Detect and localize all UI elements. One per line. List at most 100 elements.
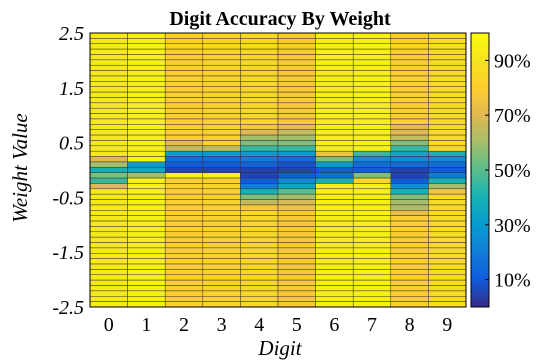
colorbar-tick-label: 50% [494,160,531,182]
heatmap-cell [315,43,354,50]
heatmap-cell [315,263,354,270]
colorbar-segment [471,240,489,244]
heatmap-cell [89,38,128,44]
heatmap-cell [89,86,128,93]
heatmap-cell [315,177,354,184]
colorbar-segment [471,71,489,75]
y-tick-label: 2.5 [59,23,84,45]
heatmap-cell [352,253,392,259]
heatmap-cell [390,59,429,66]
heatmap-cell [428,118,467,125]
heatmap-cell [428,301,467,308]
heatmap-cell [164,64,204,71]
heatmap-cell [127,279,166,286]
heatmap-cell [89,231,128,238]
heatmap-cell [164,247,204,254]
heatmap-cell [390,145,429,152]
heatmap-cell [352,59,392,66]
heatmap-cell [315,188,354,195]
heatmap-cell [202,113,241,120]
colorbar-segment [471,211,489,214]
heatmap-cell [277,199,316,206]
heatmap-cell [240,258,279,265]
heatmap-cell [89,296,128,302]
colorbar-segment [471,284,489,287]
heatmap-cell [164,156,204,163]
heatmap-cell [164,172,204,179]
heatmap-cell [428,188,467,195]
heatmap-cell [164,140,204,147]
heatmap-cell [428,236,467,243]
colorbar-segment [471,197,489,201]
x-tick-label: 3 [217,314,227,336]
heatmap-cell [164,91,204,98]
heatmap-cell [428,247,467,254]
heatmap-cell [277,231,316,238]
heatmap-cell [352,107,392,114]
heatmap-cell [352,134,392,141]
heatmap-cell [89,172,128,179]
heatmap-cell [352,156,392,163]
heatmap-cell [390,156,429,163]
colorbar-segment [471,300,489,303]
heatmap-cell [164,285,204,292]
heatmap-cell [352,193,392,200]
colorbar-segment [471,185,489,189]
heatmap-cell [127,43,166,50]
heatmap-cell [89,285,128,292]
heatmap-cell [202,183,241,190]
heatmap-cell [352,140,392,147]
heatmap-cell [164,188,204,195]
colorbar-segment [471,90,489,93]
colorbar-segment [471,279,489,283]
x-tick-label: 2 [179,314,189,336]
heatmap-cell [240,167,279,173]
heatmap-cell [277,172,316,179]
colorbar-segment [471,144,489,148]
heatmap-cell [202,107,241,114]
colorbar-segment [471,297,489,301]
colorbar-segment [471,302,489,306]
heatmap-cell [315,91,354,98]
heatmap-cell [428,177,467,184]
heatmap-cell [164,124,204,130]
heatmap-cell [390,113,429,120]
heatmap-cell [277,97,316,104]
colorbar-segment [471,128,489,132]
heatmap-cell [127,129,166,136]
heatmap-cell [127,263,166,270]
colorbar-segment [471,147,489,150]
heatmap-cell [240,102,279,109]
heatmap-cell [164,107,204,114]
colorbar-segment [471,270,489,274]
heatmap-cell [127,210,166,216]
heatmap-cell [240,242,279,249]
heatmap-cell [352,210,392,216]
heatmap-cell [352,274,392,281]
heatmap-cell [202,220,241,227]
heatmap-cell [428,43,467,50]
heatmap-cell [89,64,128,71]
heatmap-cell [89,97,128,104]
heatmap-cell [315,290,354,297]
heatmap-cell [127,258,166,265]
heatmap-cell [127,32,166,39]
heatmap-cell [240,204,279,211]
heatmap-cell [390,70,429,77]
heatmap-cell [164,290,204,297]
heatmap-cell [202,134,241,141]
heatmap-cell [428,81,467,87]
heatmap-cell [127,145,166,152]
x-tick-label: 5 [292,314,302,336]
heatmap-cell [315,113,354,120]
heatmap-cell [240,91,279,98]
heatmap-cell [352,183,392,190]
heatmap-cell [202,161,241,168]
heatmap-cell [315,118,354,125]
heatmap-cell [202,167,241,173]
colorbar-tick-labels: 90% 70% 50% 30% 10% [485,50,531,292]
heatmap-cell [277,253,316,259]
heatmap-cell [240,215,279,222]
heatmap-cell [127,296,166,302]
heatmap-cell [352,91,392,98]
